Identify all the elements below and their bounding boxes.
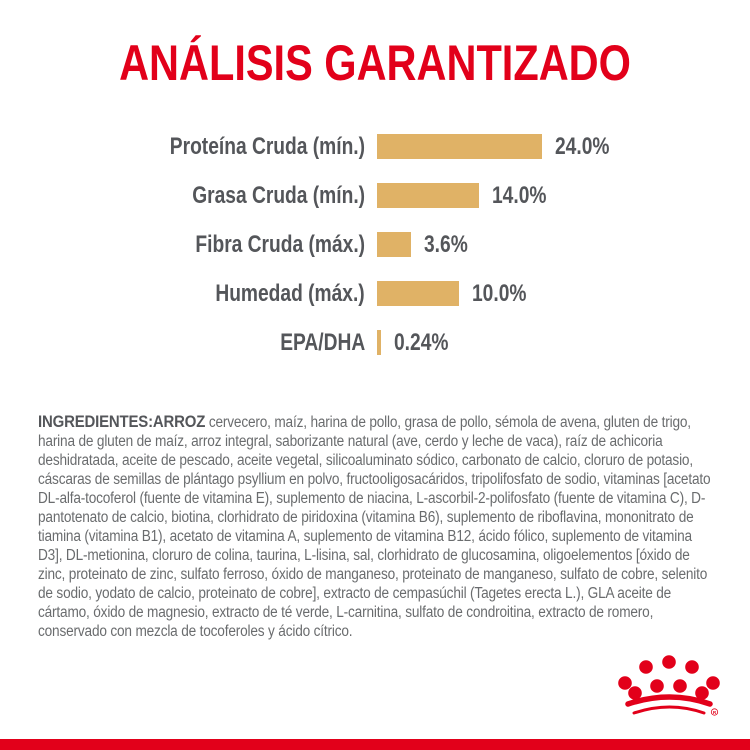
bar	[377, 183, 479, 208]
royal-canin-crown-icon: R	[618, 655, 720, 716]
bar-value: 3.6%	[424, 230, 468, 258]
bar-value: 14.0%	[492, 181, 547, 209]
ingredients-text: INGREDIENTES:ARROZ cervecero, maíz, hari…	[38, 412, 716, 641]
chart-row: Humedad (máx.) 10.0%	[40, 279, 710, 307]
registered-trademark-icon: R	[710, 708, 719, 716]
bottom-red-band	[0, 739, 750, 750]
chart-row: EPA/DHA 0.24%	[40, 328, 710, 356]
svg-text:R: R	[713, 710, 717, 715]
bar-label: Grasa Cruda (mín.)	[192, 181, 365, 209]
bar-label: Humedad (máx.)	[215, 279, 365, 307]
bar	[377, 281, 459, 306]
bar-label: Fibra Cruda (máx.)	[195, 230, 365, 258]
bar-value: 0.24%	[394, 328, 449, 356]
chart-row: Fibra Cruda (máx.) 3.6%	[40, 230, 710, 258]
ingredients-heading: INGREDIENTES:ARROZ	[38, 412, 206, 431]
ingredients-paragraph: INGREDIENTES:ARROZ cervecero, maíz, hari…	[38, 412, 716, 641]
page-title: ANÁLISIS GARANTIZADO	[119, 35, 631, 91]
bar-value: 10.0%	[472, 279, 527, 307]
crown-swoosh	[625, 694, 713, 715]
bar-label: EPA/DHA	[280, 328, 365, 356]
crown-dots	[618, 655, 720, 700]
bar	[377, 134, 542, 159]
analysis-chart: Proteína Cruda (mín.) 24.0% Grasa Cruda (m…	[40, 132, 710, 379]
chart-row: Grasa Cruda (mín.) 14.0%	[40, 181, 710, 209]
bar-value: 24.0%	[555, 132, 610, 160]
bar-label: Proteína Cruda (mín.)	[169, 132, 365, 160]
ingredients-body: cervecero, maíz, harina de pollo, grasa …	[38, 414, 711, 640]
bar	[377, 232, 411, 257]
chart-row: Proteína Cruda (mín.) 24.0%	[40, 132, 710, 160]
bar	[377, 330, 381, 355]
